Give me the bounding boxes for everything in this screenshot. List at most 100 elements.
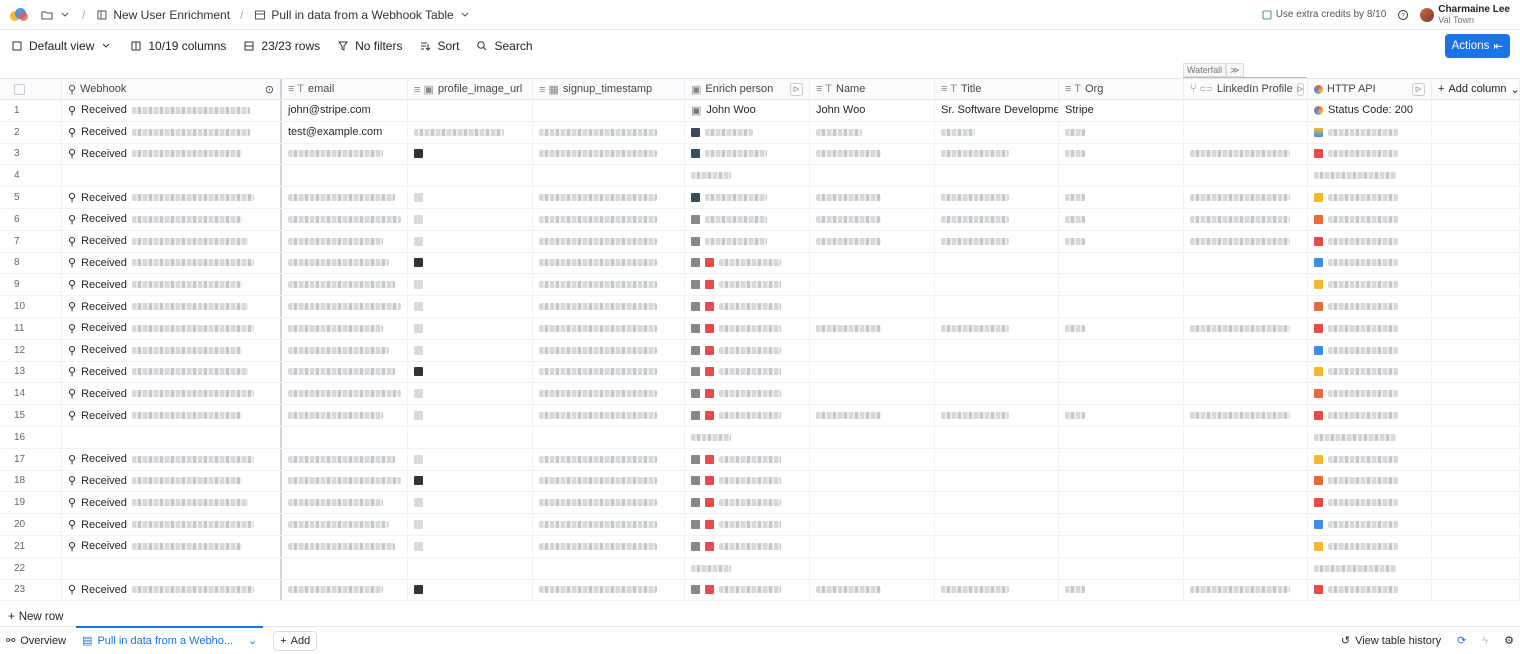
linkedin-cell[interactable]	[1184, 296, 1308, 317]
signup-cell[interactable]	[533, 426, 685, 448]
rows-button[interactable]: 23/23 rows	[242, 39, 320, 53]
enrich-cell[interactable]	[685, 208, 810, 230]
email-cell[interactable]	[282, 187, 408, 208]
signup-cell[interactable]	[533, 361, 685, 383]
profile-image-cell[interactable]	[408, 296, 533, 317]
http-cell[interactable]	[1308, 579, 1432, 601]
table-row[interactable]: 20 ⚲ Received	[0, 514, 1520, 536]
email-cell[interactable]	[282, 405, 408, 426]
enrich-cell[interactable]	[685, 296, 810, 317]
table-row[interactable]: 9 ⚲ Received	[0, 274, 1520, 297]
table-row[interactable]: 15 ⚲ Received	[0, 405, 1520, 427]
enrich-cell[interactable]: ▣ John Woo	[685, 100, 810, 121]
org-cell[interactable]	[1059, 579, 1184, 601]
org-cell[interactable]	[1059, 317, 1184, 339]
title-cell[interactable]	[935, 121, 1059, 143]
table-row[interactable]: 23 ⚲ Received	[0, 579, 1520, 602]
enrich-cell[interactable]	[685, 405, 810, 426]
signup-cell[interactable]	[533, 448, 685, 470]
linkedin-cell[interactable]	[1184, 100, 1308, 121]
column-header-webhook[interactable]: ⚲ Webhook ⊙	[62, 79, 282, 99]
name-cell[interactable]	[810, 579, 935, 601]
column-header-org[interactable]: ≡ T Org	[1059, 79, 1184, 99]
credits-notice[interactable]: Use extra credits by 8/10	[1275, 9, 1387, 20]
email-cell[interactable]	[282, 514, 408, 535]
waterfall-group[interactable]: Waterfall ≫	[1183, 63, 1244, 77]
overview-tab[interactable]: ⚯ Overview	[6, 634, 67, 648]
email-cell[interactable]	[282, 317, 408, 339]
org-cell[interactable]: Stripe	[1059, 100, 1184, 121]
webhook-cell[interactable]: ⚲ Received	[62, 121, 282, 143]
profile-image-cell[interactable]	[408, 535, 533, 557]
email-cell[interactable]	[282, 448, 408, 470]
refresh-icon[interactable]: ⟳	[1457, 635, 1467, 647]
webhook-cell[interactable]: ⚲ Received	[62, 514, 282, 535]
http-cell[interactable]	[1308, 470, 1432, 492]
webhook-cell[interactable]: ⚲ Received	[62, 296, 282, 317]
webhook-cell[interactable]: ⚲ Received	[62, 252, 282, 274]
signup-cell[interactable]	[533, 383, 685, 405]
name-cell[interactable]	[810, 492, 935, 514]
user-menu[interactable]: Charmaine Lee Val Town	[1438, 4, 1510, 26]
http-cell[interactable]	[1308, 514, 1432, 535]
http-cell[interactable]	[1308, 143, 1432, 165]
column-header-name[interactable]: ≡ T Name	[810, 79, 935, 99]
signup-cell[interactable]	[533, 274, 685, 296]
columns-button[interactable]: 10/19 columns	[129, 39, 226, 53]
email-cell[interactable]	[282, 274, 408, 296]
enrich-cell[interactable]	[685, 361, 810, 383]
title-cell[interactable]	[935, 579, 1059, 601]
webhook-cell[interactable]: ⚲ Received	[62, 448, 282, 470]
new-row-button[interactable]: + New row	[8, 611, 64, 623]
table-row[interactable]: 1 ⚲ Received john@stripe.com ▣ John Woo Jo…	[0, 100, 1520, 122]
expand-icon[interactable]: ≫	[1226, 63, 1244, 77]
signup-cell[interactable]	[533, 339, 685, 361]
email-cell[interactable]	[282, 165, 408, 187]
view-selector[interactable]: Default view	[10, 39, 113, 53]
linkedin-cell[interactable]	[1184, 252, 1308, 274]
chevron-down-icon[interactable]	[58, 8, 72, 22]
run-icon[interactable]: ▷	[790, 82, 803, 96]
signup-cell[interactable]	[533, 208, 685, 230]
signup-cell[interactable]	[533, 100, 685, 121]
enrich-cell[interactable]	[685, 230, 810, 252]
table-row[interactable]: 12 ⚲ Received	[0, 339, 1520, 362]
http-cell[interactable]	[1308, 383, 1432, 405]
signup-cell[interactable]	[533, 165, 685, 187]
http-cell[interactable]	[1308, 405, 1432, 426]
title-cell[interactable]	[935, 383, 1059, 405]
column-header-signup[interactable]: ≡ ▦ signup_timestamp	[533, 79, 685, 99]
email-cell[interactable]	[282, 361, 408, 383]
signup-cell[interactable]	[533, 296, 685, 317]
profile-image-cell[interactable]	[408, 100, 533, 121]
column-header-enrich-person[interactable]: ▣ Enrich person ▷	[685, 79, 810, 99]
org-cell[interactable]	[1059, 208, 1184, 230]
webhook-cell[interactable]: ⚲ Received	[62, 230, 282, 252]
name-cell[interactable]	[810, 405, 935, 426]
http-cell[interactable]	[1308, 230, 1432, 252]
enrich-cell[interactable]	[685, 252, 810, 274]
org-cell[interactable]	[1059, 252, 1184, 274]
table-row[interactable]: 5 ⚲ Received	[0, 187, 1520, 209]
signup-cell[interactable]	[533, 514, 685, 535]
name-cell[interactable]	[810, 121, 935, 143]
table-row[interactable]: 6 ⚲ Received	[0, 208, 1520, 231]
title-cell[interactable]	[935, 361, 1059, 383]
enrich-cell[interactable]	[685, 448, 810, 470]
enrich-cell[interactable]	[685, 514, 810, 535]
enrich-cell[interactable]	[685, 557, 810, 579]
app-logo[interactable]	[10, 7, 28, 22]
chevron-down-icon[interactable]: ⌄	[248, 635, 258, 647]
actions-button[interactable]: Actions ⇤	[1444, 34, 1510, 58]
email-cell[interactable]	[282, 470, 408, 492]
webhook-cell[interactable]: ⚲ Received	[62, 579, 282, 601]
profile-image-cell[interactable]	[408, 317, 533, 339]
profile-image-cell[interactable]	[408, 208, 533, 230]
signup-cell[interactable]	[533, 492, 685, 514]
profile-image-cell[interactable]	[408, 514, 533, 535]
tab-active-table[interactable]: ▤ Pull in data from a Webho... ⌄	[76, 625, 264, 654]
table-row[interactable]: 19 ⚲ Received	[0, 492, 1520, 515]
name-cell[interactable]	[810, 448, 935, 470]
webhook-cell[interactable]	[62, 426, 282, 448]
